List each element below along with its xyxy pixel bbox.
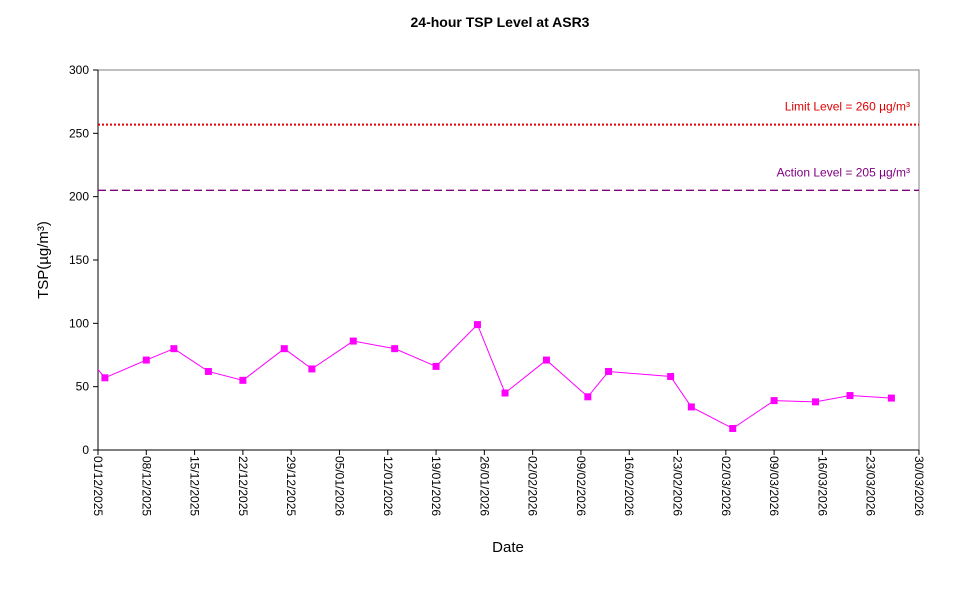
data-point xyxy=(605,367,613,375)
x-tick-label: 09/02/2026 xyxy=(574,456,588,516)
data-point xyxy=(308,365,316,373)
data-point xyxy=(584,393,592,401)
data-point xyxy=(101,374,109,382)
x-tick-label: 02/03/2026 xyxy=(719,456,733,516)
y-tick-label: 50 xyxy=(76,380,90,394)
data-point xyxy=(239,376,247,384)
x-axis-label: Date xyxy=(492,539,524,556)
data-point xyxy=(667,373,675,381)
x-tick-label: 16/02/2026 xyxy=(622,456,636,516)
data-point xyxy=(501,389,509,397)
data-point xyxy=(432,362,440,370)
x-tick-label: 30/03/2026 xyxy=(912,456,926,516)
y-tick-label: 150 xyxy=(69,253,89,267)
x-tick-label: 12/01/2026 xyxy=(381,456,395,516)
x-tick-label: 23/03/2026 xyxy=(864,456,878,516)
data-point xyxy=(204,367,212,375)
data-point xyxy=(812,398,820,406)
y-tick-label: 200 xyxy=(69,190,89,204)
y-tick-label: 250 xyxy=(69,126,89,140)
data-point xyxy=(473,321,481,329)
data-point xyxy=(391,345,399,353)
reference-lines: Limit Level = 260 µg/m³ Action Level = 20… xyxy=(98,100,919,191)
chart-title: 24-hour TSP Level at ASR3 xyxy=(411,14,590,30)
x-tick-label: 01/12/2025 xyxy=(91,456,105,516)
limit-level-label: Limit Level = 260 µg/m³ xyxy=(785,100,910,114)
x-tick-label: 15/12/2025 xyxy=(188,456,202,516)
data-point xyxy=(687,403,695,411)
x-tick-label: 29/12/2025 xyxy=(284,456,298,516)
data-point xyxy=(770,397,778,405)
y-axis-label: TSP(µg/m³) xyxy=(35,221,52,299)
x-tick-label: 05/01/2026 xyxy=(332,456,346,516)
data-point xyxy=(729,424,737,432)
x-tick-label: 02/02/2026 xyxy=(526,456,540,516)
data-point xyxy=(88,358,95,365)
x-tick-label: 16/03/2026 xyxy=(815,456,829,516)
action-level-label: Action Level = 205 µg/m³ xyxy=(777,165,910,179)
data-point xyxy=(542,356,550,364)
x-tick-label: 26/01/2026 xyxy=(477,456,491,516)
y-axis: 0 50 100 150 200 250 300 xyxy=(69,63,99,457)
x-tick-label: 23/02/2026 xyxy=(671,456,685,516)
x-tick-label: 09/03/2026 xyxy=(767,456,781,516)
series-tsp xyxy=(88,321,895,432)
data-point xyxy=(170,345,178,353)
series-line xyxy=(98,323,892,430)
x-tick-label: 08/12/2025 xyxy=(139,456,153,516)
y-tick-label: 300 xyxy=(69,63,89,77)
data-point xyxy=(280,345,288,353)
data-point xyxy=(349,337,357,345)
data-point xyxy=(846,392,854,400)
data-point xyxy=(142,356,150,364)
x-tick-label: 19/01/2026 xyxy=(429,456,443,516)
data-point xyxy=(887,394,895,402)
y-tick-label: 100 xyxy=(69,316,89,330)
x-tick-label: 22/12/2025 xyxy=(236,456,250,516)
y-tick-label: 0 xyxy=(82,443,89,457)
x-axis: 01/12/2025 08/12/2025 15/12/2025 22/12/2025… xyxy=(91,449,926,516)
